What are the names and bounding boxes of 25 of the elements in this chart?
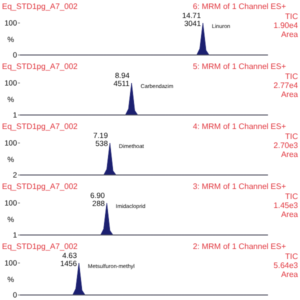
text: 1.90e4 <box>274 21 299 30</box>
text: 5.64e3 <box>274 261 299 270</box>
chart-subtitle: 2: MRM of 1 Channel ES+ <box>192 242 286 251</box>
text: Area <box>281 150 299 159</box>
chart-title: Eq_STD1pg_A7_002 <box>2 122 78 131</box>
text: 2.70e3 <box>274 141 299 150</box>
text: TIC <box>285 72 298 81</box>
text: TIC <box>285 252 298 261</box>
chart-title: Eq_STD1pg_A7_002 <box>2 182 78 191</box>
text: 2.77e4 <box>274 81 299 90</box>
chart-subtitle: 6: MRM of 1 Channel ES+ <box>192 2 286 11</box>
chart-subtitle: 4: MRM of 1 Channel ES+ <box>192 122 286 131</box>
chart-subtitle: 3: MRM of 1 Channel ES+ <box>192 182 286 191</box>
text: Area <box>281 270 299 279</box>
text: 1.45e3 <box>274 201 299 210</box>
text: Area <box>281 30 299 39</box>
chart-title: Eq_STD1pg_A7_002 <box>2 2 78 11</box>
chart-title: Eq_STD1pg_A7_002 <box>2 242 78 251</box>
text: TIC <box>285 132 298 141</box>
chart-subtitle: 5: MRM of 1 Channel ES+ <box>192 62 286 71</box>
chart-title: Eq_STD1pg_A7_002 <box>2 62 78 71</box>
text: Area <box>281 90 299 99</box>
text: Area <box>281 210 299 219</box>
text: TIC <box>285 12 298 21</box>
text: TIC <box>285 192 298 201</box>
